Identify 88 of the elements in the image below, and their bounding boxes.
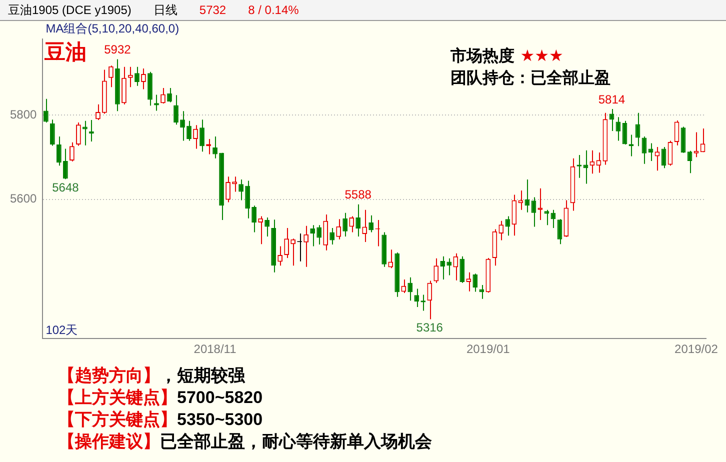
annotation: 5814 [598,92,626,106]
candlestick [50,119,55,146]
candlestick [70,142,74,162]
annotation: 102天 [46,322,78,337]
candlestick [304,225,309,268]
candlestick [96,104,100,121]
y-tick-label: 5800 [10,107,38,122]
candlestick [82,120,88,146]
text: 5732 [199,3,226,17]
candlestick [368,214,374,233]
candlestick [518,190,524,210]
candlestick [290,238,296,266]
candlestick [264,216,270,237]
candlestick [408,276,413,302]
candlestick [505,216,510,236]
candlestick [336,218,342,240]
candlestick [323,214,328,251]
y-tick-label: 5600 [10,192,38,206]
text: 【操作建议】已全部止盈，耐心等待新单入场机会 [58,432,432,451]
candlestick [44,98,48,124]
candlestick [401,279,406,294]
candlestick [258,216,263,245]
chart-subtitle: MA组合(5,10,20,40,60,0) [46,21,180,36]
candlestick [186,120,192,142]
candlestick [122,66,126,105]
candlestick [472,273,478,292]
candlestick [544,209,550,226]
candlestick [440,256,446,280]
candlestick [180,110,185,142]
annotation: 5316 [416,320,444,334]
annotation: 5588 [344,188,372,202]
candlestick [330,228,335,245]
candlestick [310,224,316,247]
candlestick [356,204,361,237]
candlestick [63,148,68,180]
candlestick [278,246,282,266]
text: 【上方关键点】5700~5820 [58,388,263,407]
x-tick-label: 2018/11 [194,342,237,356]
annotation: 5932 [104,42,132,57]
candlestick [134,66,140,86]
candlestick [479,284,484,300]
x-tick-label: 2019/01 [466,342,510,356]
candlestick [238,179,244,201]
annotation: 5648 [52,180,80,194]
candlestick [226,176,230,203]
candlestick [200,119,204,152]
candlestick [76,122,81,146]
candlestick [252,205,256,233]
candlestick [362,209,368,242]
candlestick [434,258,439,284]
candlestick [654,146,660,172]
candlestick [174,94,178,126]
candlestick [193,124,198,150]
x-tick-label: 2019/02 [674,342,718,356]
candlestick [284,228,289,259]
candlestick [349,216,354,233]
candlestick [128,66,133,88]
annotation: 团队持仓：已全部止盈 [450,68,611,88]
candlestick [557,218,562,245]
candlestick [466,272,472,292]
candlestick [648,142,654,162]
candlestick [388,249,394,269]
candlestick [232,176,237,192]
candlestick [56,136,62,166]
candlestick [245,180,250,219]
candlestick [414,288,420,308]
candlestick [616,116,621,142]
candlestick [160,87,166,104]
candlestick [108,65,114,88]
candlestick [427,280,432,320]
candlestick [498,220,504,241]
text: 豆油1905 (DCE y1905) [8,3,132,17]
text: 8 / 0.14% [248,3,299,17]
text: 【趋势方向】，短期较强 [58,366,245,385]
candlestick [531,196,536,228]
candlestick [460,256,465,284]
chart-title: 豆油 [44,40,87,64]
annotation: 市场热度 ★★★ [450,46,564,66]
candlestick [453,252,458,281]
candlestick [316,224,322,245]
candlestick [550,209,556,229]
candlestick [512,194,517,236]
candlestick [212,136,218,159]
candlestick [583,150,588,184]
text: 日线 [153,3,178,17]
candlestick [342,212,348,237]
candlestick [524,179,530,213]
text: 【下方关键点】5350~5300 [58,410,263,429]
